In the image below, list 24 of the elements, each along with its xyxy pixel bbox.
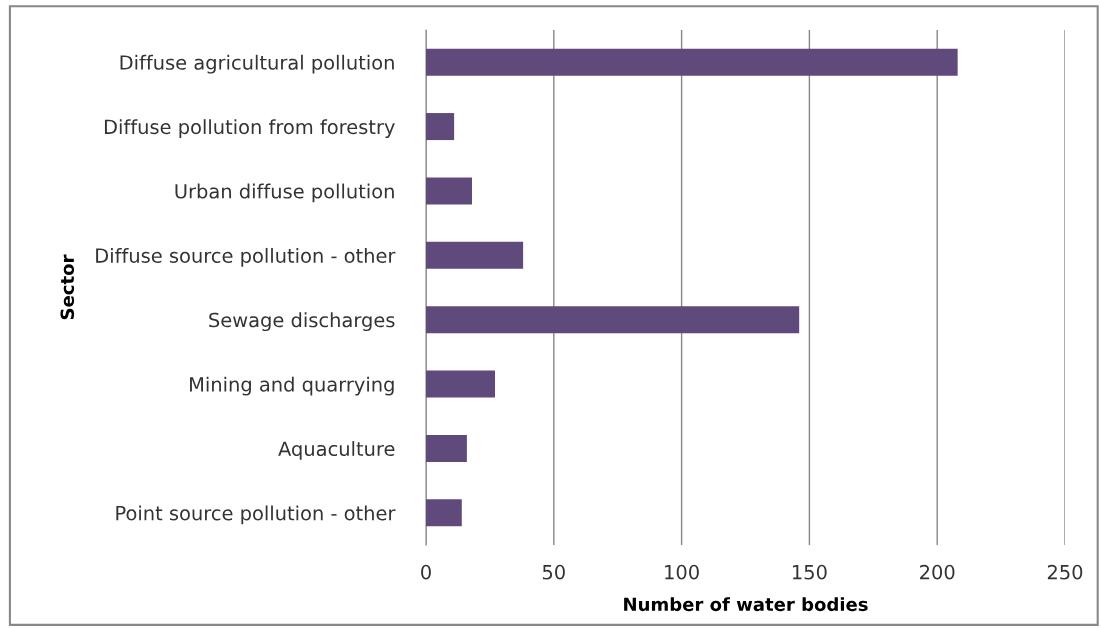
bar [426, 113, 455, 141]
y-tick-label: Diffuse agricultural pollution [120, 54, 394, 74]
x-tick-label: 100 [665, 564, 699, 580]
y-tick-label: Aquaculture [278, 441, 395, 460]
y-tick-label: Urban diffuse pollution [175, 183, 394, 203]
bar [426, 306, 800, 334]
y-tick-label: Sewage discharges [209, 312, 395, 332]
bar [426, 241, 524, 269]
x-tick-label: 50 [542, 564, 565, 580]
bar [426, 499, 462, 527]
y-tick-label: Point source pollution - other [116, 505, 396, 525]
x-tick-label: 0 [421, 564, 431, 580]
x-tick-label: 250 [1047, 564, 1083, 580]
y-tick-label: Diffuse source pollution - other [96, 247, 396, 267]
x-axis-title: Number of water bodies [624, 597, 868, 612]
y-axis-title: Sector [60, 254, 75, 320]
bar [426, 48, 958, 76]
y-tick-label: Mining and quarrying [190, 376, 394, 396]
bar [426, 370, 496, 398]
bar [426, 434, 467, 462]
y-tick-label: Diffuse pollution from forestry [104, 119, 395, 138]
bar [426, 177, 473, 205]
x-tick-label: 200 [920, 564, 955, 580]
x-tick-label: 150 [792, 564, 827, 580]
